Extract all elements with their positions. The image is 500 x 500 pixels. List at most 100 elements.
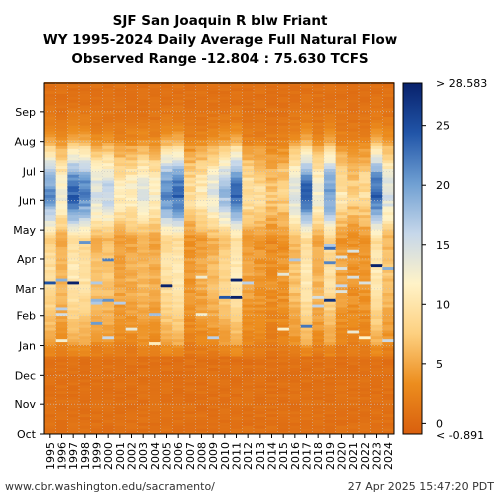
cell [312,162,325,167]
cell [114,292,127,296]
cell [289,188,302,193]
cell [219,82,232,86]
cell [382,410,395,415]
cell [277,249,290,253]
cell [90,361,103,366]
cell [324,180,337,184]
cell [335,128,348,132]
cell [242,425,255,429]
cell [90,90,103,94]
cell [102,278,115,282]
cell [370,367,383,371]
cell [312,324,325,328]
cell [172,425,185,429]
cell [207,408,220,412]
cell [242,422,255,426]
cell [102,82,115,86]
cell [254,292,267,296]
cell [207,185,220,190]
cell [382,125,395,129]
cell [207,309,220,314]
cell [160,384,173,389]
cell [184,315,197,319]
cell [195,174,208,178]
cell [125,292,138,296]
cell [324,194,337,198]
cell [114,301,127,305]
cell [137,229,150,233]
cell [347,266,360,270]
cell [324,145,337,149]
cell [324,266,337,270]
cell [277,405,290,409]
y-tick-label: May [13,224,36,237]
cell [79,159,92,164]
cell [335,333,348,337]
cell [335,243,348,247]
cell [219,301,232,305]
cell [160,93,173,97]
cell [312,260,325,265]
cell [289,356,302,360]
cell [254,203,267,207]
cell [382,309,395,314]
cell [160,255,173,259]
cell [382,165,395,169]
cell [207,315,220,319]
cell [79,275,92,279]
cell [102,333,115,337]
cell [114,93,127,97]
cell [44,315,57,319]
cell [265,128,278,132]
cell [172,304,185,308]
cell [265,390,278,395]
cell [324,234,337,239]
year-column-2013 [254,82,267,435]
cell [102,194,115,198]
cell [265,379,278,383]
cell [207,335,220,340]
cell [324,295,337,299]
cell [347,304,360,308]
cell [90,151,103,155]
cell [90,399,103,403]
cell [335,194,348,198]
cell [79,321,92,325]
cell [289,315,302,319]
cell [55,234,68,239]
cell [195,295,208,299]
cell [324,405,337,409]
cell [55,157,68,161]
cell [195,350,208,354]
cell [312,113,325,118]
cell [160,194,173,198]
cell [125,281,138,285]
cell [335,390,348,395]
cell [114,185,127,190]
cell [312,93,325,97]
cell [79,102,92,106]
cell [230,102,243,106]
cell [160,157,173,161]
cell [79,119,92,123]
cell [55,145,68,149]
cell [359,237,372,242]
cell [359,133,372,138]
cell [149,234,162,239]
cell [79,226,92,230]
cell [67,125,80,129]
cell [359,263,372,268]
cell [359,321,372,325]
cell [125,183,138,187]
cell [102,211,115,216]
cell [265,408,278,412]
cell [102,315,115,319]
cell [289,84,302,89]
cell [230,220,243,224]
cell [289,318,302,322]
cell [359,249,372,253]
cell [67,237,80,242]
cell [172,356,185,360]
cell [55,431,68,435]
cell [242,413,255,418]
